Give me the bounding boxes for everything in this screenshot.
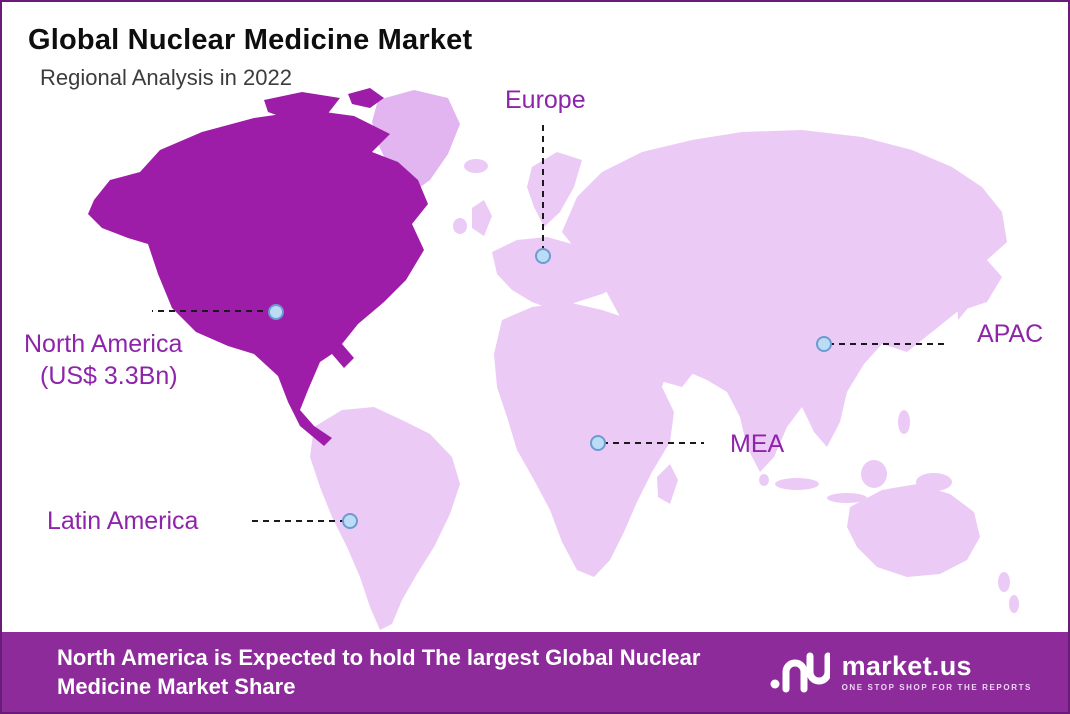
footer-message: North America is Expected to hold The la… <box>57 645 701 699</box>
java-shape <box>827 493 867 503</box>
marketus-logo-icon <box>770 652 830 693</box>
region-label-north-america-text: North America <box>24 330 183 358</box>
continent-asia <box>562 130 1007 472</box>
arctic-island-shape-1 <box>264 92 340 120</box>
region-label-latin-america: Latin America <box>47 507 199 535</box>
marker-mea <box>590 435 606 451</box>
marker-latin-america <box>342 513 358 529</box>
region-label-apac: APAC <box>977 320 1044 348</box>
arabia-shape <box>632 324 702 387</box>
page-title: Global Nuclear Medicine Market <box>28 24 473 56</box>
madagascar-shape <box>657 464 678 504</box>
philippines-shape <box>898 410 910 434</box>
page-subtitle: Regional Analysis in 2022 <box>40 65 292 90</box>
region-value-north-america: (US$ 3.3Bn) <box>40 362 178 390</box>
region-label-europe: Europe <box>505 86 586 114</box>
continent-africa <box>494 302 674 577</box>
sumatra-shape <box>775 478 819 490</box>
continent-north-america <box>88 110 428 446</box>
header: Global Nuclear Medicine Market Regional … <box>28 24 472 91</box>
brand-block: market.us ONE STOP SHOP FOR THE REPORTS <box>768 648 1032 696</box>
world-map <box>88 88 1019 630</box>
japan-shape <box>957 274 978 320</box>
marker-apac <box>816 336 832 352</box>
uk-shape <box>472 200 492 236</box>
brand-tagline: ONE STOP SHOP FOR THE REPORTS <box>841 683 1032 692</box>
brand-text: market.us ONE STOP SHOP FOR THE REPORTS <box>842 652 1032 692</box>
new-zealand-north-shape <box>998 572 1010 592</box>
brand-name: market.us <box>841 651 972 681</box>
continent-south-america <box>310 407 460 630</box>
ireland-shape <box>453 218 467 234</box>
arctic-island-shape-2 <box>348 88 384 108</box>
region-label-mea: MEA <box>730 430 785 458</box>
region-label-north-america: North America (US$ 3.3Bn) <box>24 330 182 391</box>
continent-australia <box>847 484 980 577</box>
new-zealand-south-shape <box>1009 595 1019 613</box>
footer-banner: North America is Expected to hold The la… <box>2 632 1068 712</box>
borneo-shape <box>861 460 887 488</box>
iceland-shape <box>464 159 488 173</box>
marker-north-america <box>268 304 284 320</box>
marker-europe <box>535 248 551 264</box>
sri-lanka-shape <box>759 474 769 486</box>
scandinavia-shape <box>527 152 582 227</box>
